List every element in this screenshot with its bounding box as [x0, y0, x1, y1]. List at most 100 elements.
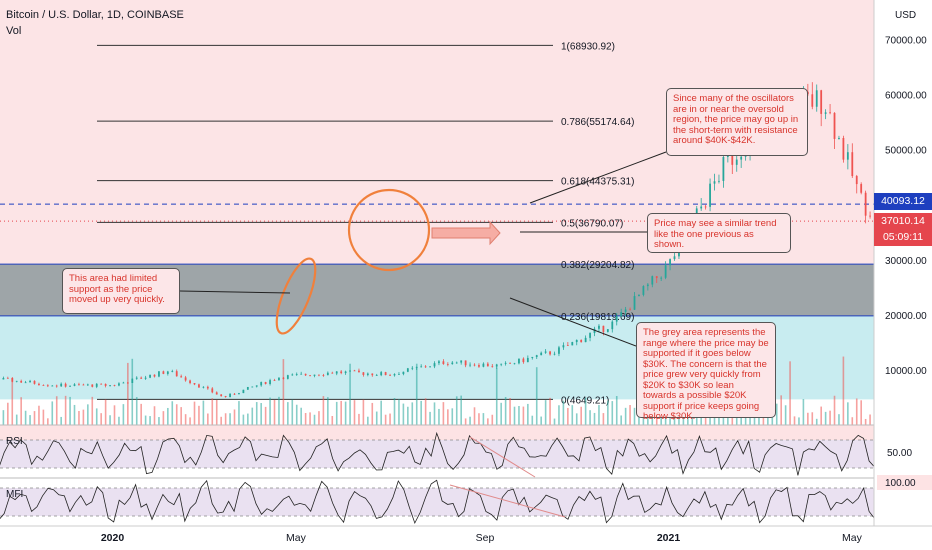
candle [38, 383, 40, 386]
candle [624, 309, 627, 313]
volume-bar [353, 400, 356, 425]
candle [562, 345, 565, 348]
candle [229, 393, 231, 398]
mfi-trendline [449, 484, 566, 518]
volume-bar [531, 415, 534, 425]
volume-bar [411, 402, 414, 425]
volume-bar [851, 417, 854, 425]
volume-bar [171, 401, 174, 425]
candle [353, 370, 356, 372]
volume-bar [295, 404, 298, 425]
volume-bar [82, 409, 85, 425]
volume-bar [438, 408, 440, 425]
volume-bar [389, 413, 391, 425]
volume-bar [73, 404, 76, 425]
support-highlight-ellipse [275, 257, 317, 335]
candle [64, 383, 67, 387]
note-similar-trend[interactable]: Price may see a similar trend like the o… [647, 213, 791, 253]
volume-bar [691, 412, 694, 425]
price-tick-5: 10000.00 [885, 366, 927, 377]
candle [206, 386, 209, 389]
candle [375, 375, 378, 376]
volume-bar [140, 403, 142, 425]
candle [24, 382, 27, 384]
volume-bar [544, 400, 547, 425]
volume-bar [273, 399, 276, 425]
candle [713, 181, 716, 184]
volume-bar [33, 411, 36, 425]
volume-bar [335, 401, 338, 425]
candle [104, 383, 107, 386]
candle [251, 386, 254, 388]
volume-bar [47, 418, 49, 425]
candle [109, 385, 111, 386]
rsi-tick: 50.00 [887, 448, 912, 459]
volume-bar [198, 405, 200, 425]
candle [438, 361, 440, 364]
volume-bar [447, 409, 449, 425]
candle [158, 371, 160, 377]
volume-bar [207, 413, 209, 425]
note-grey-area[interactable]: The grey area represents the range where… [636, 322, 776, 422]
candle [646, 284, 649, 287]
volume-label: Vol [6, 25, 22, 37]
candle [442, 361, 445, 365]
projection-arrow [431, 220, 501, 246]
candle [504, 362, 507, 364]
candle [220, 394, 223, 397]
volume-bar [113, 405, 116, 425]
time-tick-4: 2021 [657, 532, 681, 544]
note-oscillators[interactable]: Since many of the oscillators are in or … [666, 88, 808, 156]
candle [455, 362, 458, 364]
volume-bar [487, 418, 489, 425]
volume-bar [451, 408, 454, 425]
candle [584, 337, 587, 343]
volume-bar [95, 408, 98, 425]
volume-bar [731, 415, 734, 425]
candle [842, 137, 845, 160]
volume-bar [833, 395, 836, 425]
volume-bar [624, 407, 627, 425]
candle [398, 374, 400, 375]
candle [473, 364, 476, 366]
candle [446, 364, 449, 365]
volume-bar [491, 414, 494, 425]
volume-bar [38, 405, 40, 425]
volume-bar [864, 418, 867, 425]
candle [726, 155, 729, 157]
volume-bar [362, 399, 365, 425]
volume-bar [122, 404, 125, 425]
fib-label-3: 0.5(36790.07) [561, 218, 623, 229]
current-price-value: 37010.14 [881, 215, 925, 227]
volume-bar [380, 400, 382, 425]
volume-bar [282, 359, 285, 425]
volume-bar [580, 406, 582, 425]
candle [540, 352, 543, 356]
callout-line-0 [179, 290, 291, 294]
candle [660, 277, 663, 279]
candle [433, 363, 436, 367]
candle [264, 382, 267, 384]
candle [464, 360, 467, 366]
note-limited-support[interactable]: This area had limited support as the pri… [62, 268, 180, 314]
callout-line-1 [529, 151, 667, 204]
candle [335, 371, 338, 374]
rsi-band [0, 440, 874, 468]
candle [202, 386, 205, 388]
candle [340, 371, 343, 374]
candle [460, 360, 463, 363]
volume-bar [131, 358, 134, 425]
candle [344, 371, 347, 374]
volume-bar [549, 397, 551, 425]
time-tick-2: May [286, 532, 307, 544]
candle [824, 112, 827, 114]
candle [278, 377, 280, 381]
countdown-tag: 05:09:11 [874, 229, 932, 246]
volume-bar [153, 406, 156, 425]
dashed-level-value: 40093.12 [881, 195, 925, 207]
volume-bar [424, 398, 427, 425]
volume-bar [704, 417, 707, 425]
volume-bar [629, 405, 631, 425]
volume-bar [455, 396, 458, 425]
